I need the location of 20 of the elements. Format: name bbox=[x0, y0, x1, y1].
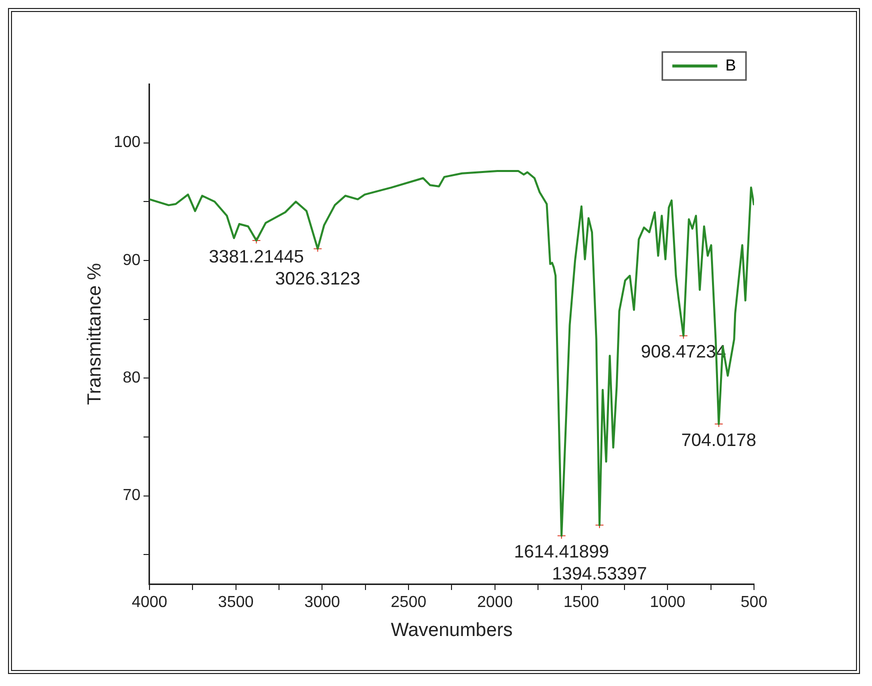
annotation: 1614.41899 bbox=[514, 542, 610, 562]
y-tick-label: 80 bbox=[122, 370, 141, 387]
y-tick-label: 70 bbox=[122, 487, 141, 504]
annotation: 1394.53397 bbox=[552, 564, 648, 584]
legend-label: B bbox=[725, 57, 736, 74]
y-tick-label: 100 bbox=[114, 134, 141, 152]
annotation: 3381.21445 bbox=[208, 246, 304, 266]
x-tick-label: 4000 bbox=[132, 594, 168, 612]
x-tick-label: 2000 bbox=[477, 594, 513, 612]
y-axis-title: Transmittance % bbox=[84, 262, 106, 405]
y-tick-label: 90 bbox=[122, 252, 141, 269]
x-tick-label: 1500 bbox=[563, 594, 600, 612]
x-tick-label: 1000 bbox=[650, 594, 686, 612]
x-tick-label: 500 bbox=[740, 594, 768, 612]
x-axis-title: Wavenumbers bbox=[390, 620, 513, 641]
x-tick-label: 2500 bbox=[390, 594, 426, 612]
x-tick-label: 3000 bbox=[304, 594, 340, 612]
x-tick-label: 3500 bbox=[218, 594, 254, 612]
annotation: 704.0178 bbox=[681, 430, 756, 450]
annotation: 3026.3123 bbox=[275, 268, 360, 288]
